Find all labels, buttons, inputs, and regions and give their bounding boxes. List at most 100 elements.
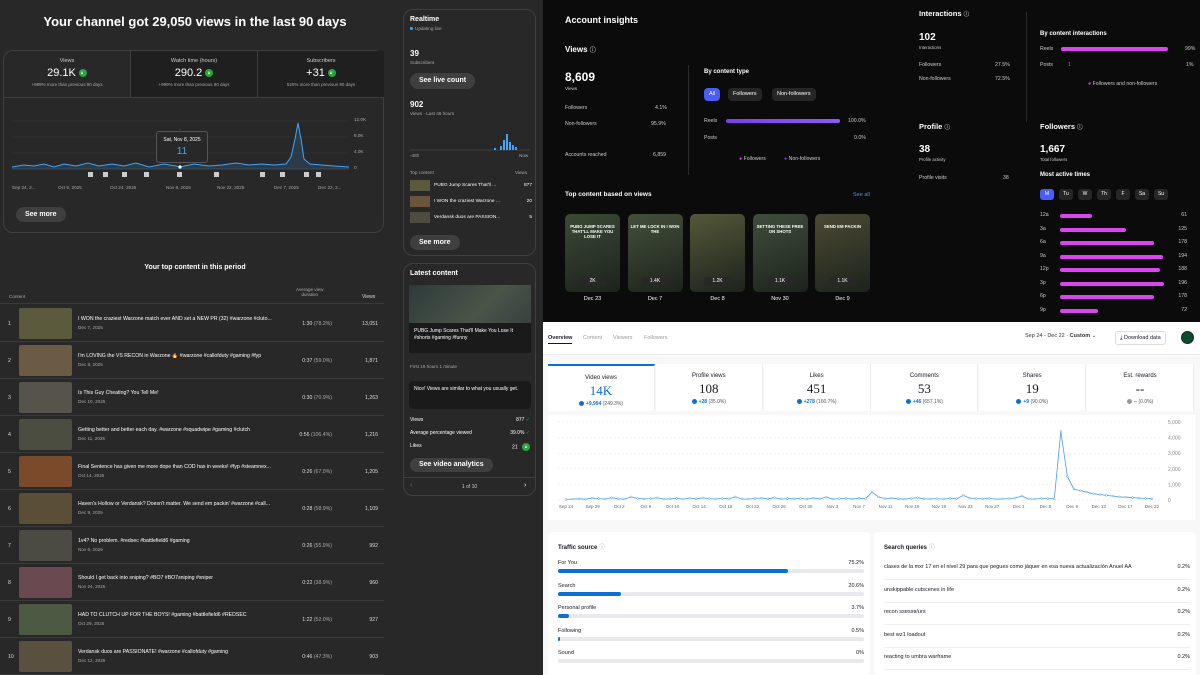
content-tile[interactable]: 1.2K xyxy=(690,214,745,292)
query-row[interactable]: clases de la mxr 17 en el nivel 29 para … xyxy=(884,558,1190,580)
data-point xyxy=(935,497,939,500)
table-row[interactable]: 4 Getting better and better each day. #wa… xyxy=(0,417,384,453)
up-circle-icon xyxy=(578,401,584,407)
data-point xyxy=(623,497,626,501)
kpi-comments[interactable]: Comments 53 +46 (657.1%) xyxy=(871,364,979,411)
content-tile[interactable]: PUBG JUMP SCARES THAT'LL MAKE YOU LOSE I… xyxy=(565,214,620,292)
change-pct: (90.0%) xyxy=(1030,399,1048,405)
realtime-item[interactable]: PUBG Jump Scares That'll ... 877 xyxy=(410,180,532,192)
day-button-th[interactable]: Th xyxy=(1097,189,1111,200)
video-views-chart: 5,000 4,000 3,000 2,000 1,000 0 Sep 24 Sep 29 Oc… xyxy=(558,420,1181,509)
info-icon[interactable]: ⓘ xyxy=(599,545,606,551)
kpi-likes[interactable]: Likes 451 +278 (160.7%) xyxy=(763,364,871,411)
download-data-button[interactable]: ⤓ Download data xyxy=(1115,331,1166,345)
day-button-m[interactable]: M xyxy=(1040,189,1054,200)
posts-pct: 0.0% xyxy=(854,135,866,141)
data-point xyxy=(988,497,991,500)
table-row[interactable]: 1 I WON the craziest Warzone match ever A… xyxy=(0,306,384,342)
legend-text: Followers and non-followers xyxy=(1092,81,1158,87)
tab-followers[interactable]: Followers xyxy=(644,335,668,341)
video-title: Final Sentence has given me more dope th… xyxy=(78,464,271,470)
info-icon[interactable]: ⓘ xyxy=(928,545,935,551)
y-tick: 5,000 xyxy=(1168,420,1181,426)
realtime-item[interactable]: I WON the craziest Warzone ... 20 xyxy=(410,196,532,208)
data-point xyxy=(642,497,646,501)
kpi-video-views[interactable]: Video views 14K +9,994 (249.3%) xyxy=(548,364,655,411)
see-more-button[interactable]: See more xyxy=(16,207,66,222)
day-button-f[interactable]: F xyxy=(1116,189,1130,200)
tab-all[interactable]: All xyxy=(704,88,721,101)
realtime-see-more-button[interactable]: See more xyxy=(410,235,460,250)
query-row[interactable]: reacting to umbra warframe 0.2% xyxy=(884,648,1190,671)
table-row[interactable]: 9 HAD TO CLUTCH UP FOR THE BOYS! #gaming … xyxy=(0,602,384,638)
data-point xyxy=(1014,496,1017,500)
subs-label: Subscribers xyxy=(410,60,435,65)
table-row[interactable]: 8 Should I get back into sniping? #BO7 #B… xyxy=(0,565,384,601)
see-video-analytics-button[interactable]: See video analytics xyxy=(410,458,493,472)
data-point xyxy=(981,497,984,501)
profile-activity-sub: Profile activity xyxy=(919,157,946,162)
kpi-est-rewards[interactable]: Est. rewards -- -- (0.0%) xyxy=(1087,364,1194,411)
metric-watch-time[interactable]: Watch time (hours) 290.2 +999% more than… xyxy=(131,51,258,98)
date-range-selector[interactable]: Sep 24 - Dec 22 · Custom ⌄ xyxy=(1025,333,1097,339)
table-row[interactable]: 5 Final Sentence has given me more dope t… xyxy=(0,454,384,490)
kpi-change: +28 (35.0%) xyxy=(656,399,762,405)
traffic-title: Traffic source ⓘ xyxy=(558,542,605,551)
data-point xyxy=(1027,497,1030,500)
hour-value: 178 xyxy=(1178,239,1187,245)
kpi-profile-views[interactable]: Profile views 108 +28 (35.0%) xyxy=(655,364,763,411)
metric-views[interactable]: Views 29.1K +999% more than previous 90 … xyxy=(4,51,131,98)
data-point xyxy=(883,497,887,500)
realtime-card: Realtime Updating live 39 Subscribers Se… xyxy=(403,9,536,256)
query-row[interactable]: best wz1 loadout 0.2% xyxy=(884,626,1190,648)
avatar[interactable] xyxy=(1181,331,1194,344)
info-icon[interactable]: ⓘ xyxy=(963,12,970,18)
next-page-icon[interactable]: › xyxy=(524,482,527,489)
video-date: Nov 24, 2025 xyxy=(78,584,106,589)
info-icon[interactable]: ⓘ xyxy=(589,48,596,54)
table-row[interactable]: 2 I'm LOVING the VS RECON in Warzone 🔥 #w… xyxy=(0,343,384,379)
table-row[interactable]: 7 1v4? No problem. #redsec #battlefield6 … xyxy=(0,528,384,564)
table-row[interactable]: 3 Is This Guy Cheating? You Tell Me! Dec 1… xyxy=(0,380,384,416)
data-point xyxy=(857,497,861,500)
info-icon[interactable]: ⓘ xyxy=(944,125,950,131)
query-row[interactable]: unskippable cutscenes in life 0.2% xyxy=(884,581,1190,603)
table-row[interactable]: 10 Verdansk duos are PASSIONATE! #warzone… xyxy=(0,639,384,675)
data-point xyxy=(590,496,594,500)
see-all-link[interactable]: See all xyxy=(853,192,870,198)
day-button-su[interactable]: Su xyxy=(1154,189,1168,200)
top-bar xyxy=(543,322,1200,355)
content-tile[interactable]: SETTING THESE FREE ON SHOTS 1.1K xyxy=(752,214,808,292)
content-tile[interactable]: LET ME LOCK IN I WON THE 1.4K xyxy=(627,214,683,292)
prev-page-icon[interactable]: ‹ xyxy=(410,482,413,489)
kpi-value: 108 xyxy=(699,381,719,396)
subs-count: 39 xyxy=(410,49,419,58)
date-range-text: Sep 24 - Dec 22 xyxy=(1025,333,1065,339)
row-views: 903 xyxy=(369,654,378,660)
metric-label: Views xyxy=(59,58,75,64)
duration-value: 0:37 xyxy=(302,358,313,364)
info-icon[interactable]: ⓘ xyxy=(1077,125,1083,131)
kpi-shares[interactable]: Shares 19 +9 (90.0%) xyxy=(979,364,1087,411)
tab-followers[interactable]: Followers xyxy=(728,88,762,101)
col-avg-duration: Average view duration xyxy=(296,287,324,297)
realtime-item[interactable]: Verdansk duos are PASSION... 5 xyxy=(410,212,532,224)
day-button-w[interactable]: W xyxy=(1078,189,1092,200)
day-button-tu[interactable]: Tu xyxy=(1059,189,1073,200)
tab-content[interactable]: Content xyxy=(583,335,603,341)
content-tile[interactable]: SEND EM PACKIN 1.1K xyxy=(815,214,870,292)
tab-non-followers[interactable]: Non-followers xyxy=(772,88,816,101)
data-point xyxy=(831,497,835,501)
tab-overview[interactable]: Overview xyxy=(548,335,573,344)
traffic-pct: 20.6% xyxy=(848,582,864,589)
tab-viewers[interactable]: Viewers xyxy=(613,335,633,341)
query-row[interactable]: recon ssɐssɐ/urs 0.2% xyxy=(884,603,1190,626)
latest-video-card[interactable]: PUBG Jump Scares That'll Make You Lose I… xyxy=(409,285,531,353)
duration-value: 1:22 xyxy=(302,617,313,623)
see-live-count-button[interactable]: See live count xyxy=(410,73,476,89)
change-value: +46 xyxy=(912,399,922,405)
metric-subscribers[interactable]: Subscribers +31 520% more than previous … xyxy=(258,51,384,98)
day-button-sa[interactable]: Sa xyxy=(1135,189,1149,200)
kpi-value: -- xyxy=(1135,381,1145,396)
table-row[interactable]: 6 Haven's Hollow or Verdansk? Doesn't mat… xyxy=(0,491,384,527)
